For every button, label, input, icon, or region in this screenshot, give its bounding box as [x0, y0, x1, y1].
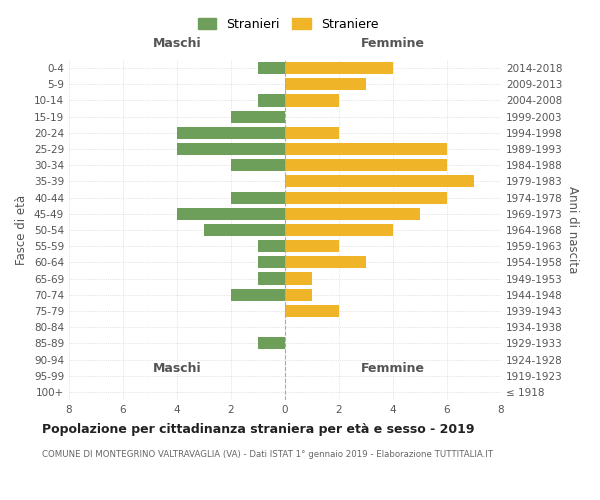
- Y-axis label: Anni di nascita: Anni di nascita: [566, 186, 579, 274]
- Legend: Stranieri, Straniere: Stranieri, Straniere: [194, 14, 382, 34]
- Bar: [204, 224, 285, 236]
- Text: Femmine: Femmine: [361, 362, 425, 376]
- Bar: [258, 240, 285, 252]
- Bar: [258, 256, 285, 268]
- Bar: [285, 224, 393, 236]
- Bar: [258, 62, 285, 74]
- Y-axis label: Fasce di età: Fasce di età: [16, 195, 28, 265]
- Bar: [285, 78, 366, 90]
- Bar: [285, 159, 447, 172]
- Bar: [285, 62, 393, 74]
- Bar: [177, 127, 285, 139]
- Bar: [285, 305, 339, 317]
- Bar: [285, 127, 339, 139]
- Text: Maschi: Maschi: [152, 362, 202, 376]
- Bar: [285, 176, 474, 188]
- Bar: [231, 192, 285, 203]
- Text: Femmine: Femmine: [361, 37, 425, 50]
- Bar: [258, 272, 285, 284]
- Bar: [285, 143, 447, 155]
- Bar: [285, 240, 339, 252]
- Bar: [231, 288, 285, 301]
- Bar: [285, 288, 312, 301]
- Bar: [231, 159, 285, 172]
- Bar: [231, 110, 285, 122]
- Text: Popolazione per cittadinanza straniera per età e sesso - 2019: Popolazione per cittadinanza straniera p…: [42, 422, 475, 436]
- Bar: [177, 208, 285, 220]
- Bar: [285, 272, 312, 284]
- Text: COMUNE DI MONTEGRINO VALTRAVAGLIA (VA) - Dati ISTAT 1° gennaio 2019 - Elaborazio: COMUNE DI MONTEGRINO VALTRAVAGLIA (VA) -…: [42, 450, 493, 459]
- Bar: [285, 94, 339, 106]
- Text: Maschi: Maschi: [152, 37, 202, 50]
- Bar: [258, 338, 285, 349]
- Bar: [285, 208, 420, 220]
- Bar: [285, 256, 366, 268]
- Bar: [177, 143, 285, 155]
- Bar: [258, 94, 285, 106]
- Bar: [285, 192, 447, 203]
